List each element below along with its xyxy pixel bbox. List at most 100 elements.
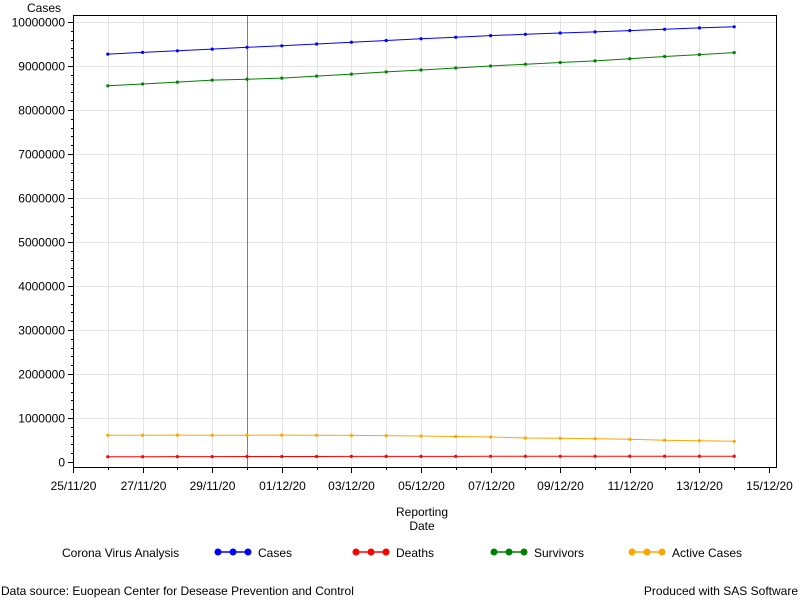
- legend-item: Cases: [214, 546, 292, 560]
- y-tick-label: 10000000: [12, 16, 66, 30]
- data-point: [419, 454, 423, 458]
- data-point: [558, 436, 562, 440]
- data-point: [523, 32, 528, 36]
- data-point: [628, 437, 632, 441]
- data-point: [141, 82, 145, 86]
- data-point: [280, 76, 284, 80]
- legend-swatch-marker: [505, 548, 513, 556]
- data-point: [106, 52, 110, 56]
- data-point: [419, 68, 423, 72]
- data-point: [663, 454, 667, 458]
- legend-swatch-marker: [382, 548, 390, 556]
- y-tick-label: 7000000: [18, 148, 65, 162]
- data-point: [141, 455, 145, 459]
- data-point: [732, 51, 736, 55]
- data-point: [280, 433, 284, 437]
- y-tick-label: 5000000: [18, 236, 65, 250]
- x-tick-label: 05/12/20: [398, 479, 445, 493]
- y-tick-label: 8000000: [18, 104, 65, 118]
- data-point: [315, 74, 319, 78]
- x-tick-label: 25/11/20: [51, 479, 97, 493]
- data-point: [245, 454, 249, 459]
- x-tick-label: 03/12/20: [328, 479, 375, 493]
- x-axis-title-line-2: Date: [409, 519, 435, 533]
- data-source-note: Data source: Euopean Center for Desease …: [1, 584, 354, 598]
- data-point: [697, 26, 702, 30]
- legend-label: Survivors: [534, 546, 584, 560]
- gridlines: [73, 15, 776, 467]
- data-point: [558, 60, 562, 65]
- data-point: [593, 454, 597, 458]
- data-point: [489, 34, 493, 38]
- data-point: [523, 436, 528, 440]
- series-active-cases: [106, 433, 736, 443]
- legend-swatch-marker: [658, 548, 666, 556]
- data-point: [558, 454, 562, 458]
- data-point: [697, 53, 702, 57]
- data-point: [732, 25, 736, 29]
- series-cases: [106, 25, 736, 56]
- x-tick-label: 01/12/20: [259, 479, 306, 493]
- y-tick-label: 4000000: [18, 280, 65, 294]
- legend-item: Survivors: [490, 546, 584, 560]
- data-point: [593, 59, 597, 63]
- x-tick-label: 27/11/20: [121, 479, 167, 493]
- data-point: [489, 454, 493, 458]
- series-lines: [106, 25, 736, 459]
- data-point: [628, 57, 632, 61]
- data-point: [663, 438, 667, 442]
- data-point: [454, 454, 458, 458]
- x-tick-label: 07/12/20: [468, 479, 515, 493]
- data-point: [558, 31, 562, 35]
- legend-item: Deaths: [352, 546, 434, 560]
- data-point: [245, 45, 249, 49]
- x-axis-ticks: 25/11/20 27/11/20 29/11/20 01/12/20 03/12/20…: [51, 467, 793, 493]
- data-point: [454, 66, 458, 70]
- y-axis-ticks: 0 1000000 2000000 3000000 4000000 5000000 6000…: [12, 16, 73, 470]
- data-point: [489, 64, 493, 68]
- data-point: [315, 42, 319, 46]
- data-point: [419, 434, 423, 438]
- data-point: [210, 47, 214, 51]
- data-point: [697, 439, 702, 443]
- data-point: [315, 454, 319, 459]
- x-tick-label: 13/12/20: [676, 479, 723, 493]
- data-point: [593, 30, 597, 34]
- data-point: [489, 435, 493, 439]
- series-deaths: [106, 454, 736, 459]
- y-tick-label: 0: [58, 456, 65, 470]
- data-point: [523, 62, 528, 66]
- data-point: [454, 35, 458, 39]
- legend: Corona Virus Analysis Cases Deaths Survivo…: [62, 546, 742, 560]
- data-point: [175, 49, 179, 53]
- legend-swatch-marker: [490, 548, 498, 556]
- data-point: [245, 77, 249, 81]
- data-point: [454, 434, 458, 439]
- legend-item: Active Cases: [628, 546, 742, 560]
- data-point: [175, 455, 179, 459]
- data-point: [384, 70, 388, 74]
- legend-label: Deaths: [396, 546, 434, 560]
- data-point: [280, 454, 284, 459]
- x-tick-label: 15/12/20: [746, 479, 793, 493]
- x-tick-label: 09/12/20: [537, 479, 584, 493]
- plot-area-frame: [73, 15, 777, 468]
- data-point: [697, 454, 702, 458]
- data-point: [384, 38, 388, 43]
- legend-swatch-marker: [643, 548, 651, 556]
- y-tick-label: 9000000: [18, 60, 65, 74]
- series-survivors: [106, 51, 736, 88]
- data-point: [349, 433, 353, 437]
- data-point: [663, 27, 667, 31]
- data-point: [663, 54, 667, 59]
- legend-swatch-marker: [214, 548, 222, 556]
- data-point: [210, 455, 214, 459]
- data-point: [175, 80, 179, 84]
- data-point: [141, 50, 145, 55]
- data-point: [593, 437, 597, 441]
- legend-swatch-marker: [244, 548, 252, 556]
- x-tick-label: 29/11/20: [190, 479, 236, 493]
- data-point: [210, 78, 214, 82]
- data-point: [523, 454, 528, 458]
- data-point: [419, 37, 423, 41]
